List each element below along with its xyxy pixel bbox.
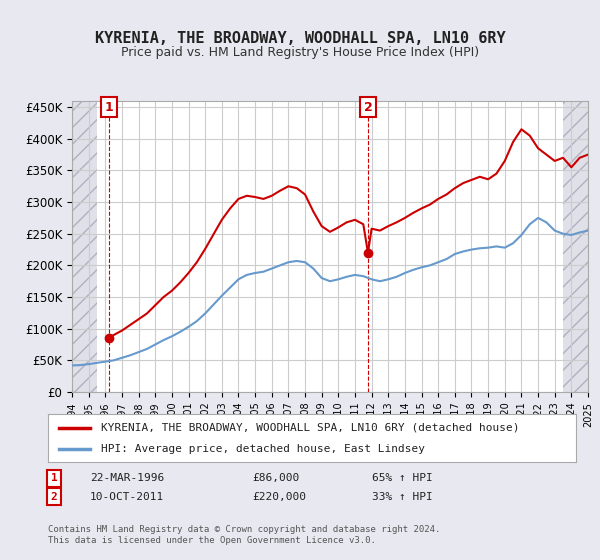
Text: Contains HM Land Registry data © Crown copyright and database right 2024.
This d: Contains HM Land Registry data © Crown c… (48, 525, 440, 545)
Text: KYRENIA, THE BROADWAY, WOODHALL SPA, LN10 6RY (detached house): KYRENIA, THE BROADWAY, WOODHALL SPA, LN1… (101, 423, 519, 433)
Text: £220,000: £220,000 (252, 492, 306, 502)
Text: 1: 1 (50, 473, 58, 483)
Text: 2: 2 (50, 492, 58, 502)
Text: HPI: Average price, detached house, East Lindsey: HPI: Average price, detached house, East… (101, 444, 425, 454)
Text: KYRENIA, THE BROADWAY, WOODHALL SPA, LN10 6RY: KYRENIA, THE BROADWAY, WOODHALL SPA, LN1… (95, 31, 505, 46)
Text: 2: 2 (364, 101, 373, 114)
Text: 10-OCT-2011: 10-OCT-2011 (90, 492, 164, 502)
Text: 1: 1 (105, 101, 113, 114)
Text: Price paid vs. HM Land Registry's House Price Index (HPI): Price paid vs. HM Land Registry's House … (121, 46, 479, 59)
Polygon shape (563, 101, 588, 392)
Text: 65% ↑ HPI: 65% ↑ HPI (372, 473, 433, 483)
Polygon shape (72, 101, 97, 392)
Text: 33% ↑ HPI: 33% ↑ HPI (372, 492, 433, 502)
Text: 22-MAR-1996: 22-MAR-1996 (90, 473, 164, 483)
Text: £86,000: £86,000 (252, 473, 299, 483)
